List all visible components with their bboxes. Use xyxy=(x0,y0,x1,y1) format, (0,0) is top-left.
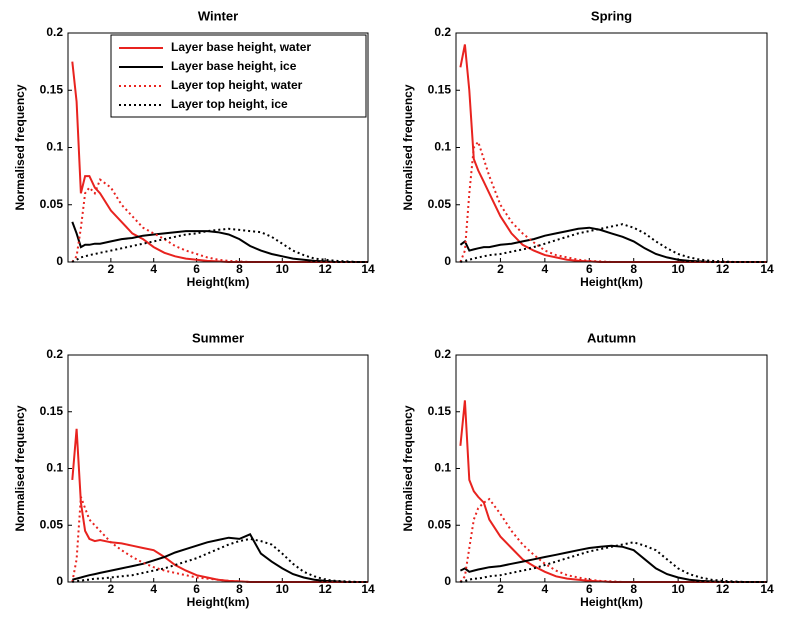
y-axis-label: Normalised frequency xyxy=(13,405,27,531)
series-line xyxy=(459,544,767,583)
x-tick-label: 4 xyxy=(150,262,157,276)
series-line xyxy=(72,537,368,583)
y-tick-label: 0.1 xyxy=(434,461,451,475)
axes-box xyxy=(455,354,768,583)
series-line xyxy=(460,223,767,263)
x-tick-label: 2 xyxy=(108,582,115,596)
x-tick-label: 14 xyxy=(361,582,375,596)
x-tick-label: 10 xyxy=(276,582,290,596)
x-tick-label: 4 xyxy=(150,582,157,596)
y-axis-label: Normalised frequency xyxy=(401,405,415,531)
series-line xyxy=(459,497,767,583)
x-tick-label: 12 xyxy=(716,582,730,596)
y-tick-label: 0.15 xyxy=(428,82,452,96)
subplot: Summer Height(km) Normalised frequency 2 4 6 8… xyxy=(13,330,375,609)
x-tick-label: 12 xyxy=(318,262,332,276)
y-tick-label: 0.2 xyxy=(46,347,63,361)
y-tick-label: 0 xyxy=(444,254,451,268)
legend-label: Layer top height, water xyxy=(171,78,303,92)
subplot-title: Winter xyxy=(198,8,238,23)
legend-label: Layer top height, ice xyxy=(171,97,288,111)
axes-box xyxy=(67,354,369,583)
x-tick-label: 2 xyxy=(497,262,504,276)
x-tick-label: 10 xyxy=(276,262,290,276)
axes-box xyxy=(455,32,768,263)
y-tick-label: 0.15 xyxy=(40,404,64,418)
axes-box xyxy=(67,32,369,263)
subplot: Spring Height(km) Normalised frequency 2 4 6 8… xyxy=(401,8,774,289)
x-tick-label: 10 xyxy=(671,262,685,276)
subplot-title: Spring xyxy=(591,8,632,23)
x-tick-label: 6 xyxy=(193,262,200,276)
subplot: Winter Height(km) Normalised frequency 2 4 6 8… xyxy=(13,8,375,289)
x-tick-label: 6 xyxy=(193,582,200,596)
subplot-title: Summer xyxy=(192,330,244,345)
series-line xyxy=(460,541,767,583)
x-tick-label: 14 xyxy=(760,262,774,276)
x-tick-label: 2 xyxy=(497,582,504,596)
x-tick-label: 12 xyxy=(716,262,730,276)
subplot-title: Autumn xyxy=(587,330,636,345)
subplot: Autumn Height(km) Normalised frequency 2 4 6 8… xyxy=(401,330,774,609)
y-tick-label: 0.1 xyxy=(434,140,451,154)
x-tick-label: 8 xyxy=(630,582,637,596)
x-axis-label: Height(km) xyxy=(580,275,643,289)
x-tick-label: 12 xyxy=(318,582,332,596)
x-tick-label: 8 xyxy=(630,262,637,276)
legend-label: Layer base height, water xyxy=(171,40,311,54)
series-line xyxy=(72,533,368,583)
y-tick-label: 0.05 xyxy=(428,197,452,211)
x-tick-label: 14 xyxy=(361,262,375,276)
x-tick-label: 14 xyxy=(760,582,774,596)
y-axis-label: Normalised frequency xyxy=(13,84,27,210)
y-axis-label: Normalised frequency xyxy=(401,84,415,210)
x-axis-label: Height(km) xyxy=(580,595,643,609)
y-tick-label: 0.05 xyxy=(40,197,64,211)
y-tick-label: 0.15 xyxy=(428,404,452,418)
x-tick-label: 2 xyxy=(108,262,115,276)
y-tick-label: 0 xyxy=(56,254,63,268)
legend-label: Layer base height, ice xyxy=(171,59,297,73)
y-tick-label: 0.05 xyxy=(40,517,64,531)
series-line xyxy=(71,428,368,583)
y-tick-label: 0 xyxy=(56,574,63,588)
y-tick-label: 0.2 xyxy=(46,25,63,39)
legend: Layer base height, water Layer base heigh… xyxy=(110,34,367,118)
x-tick-label: 4 xyxy=(542,582,549,596)
series-line xyxy=(459,44,767,263)
y-tick-label: 0.2 xyxy=(434,347,451,361)
x-tick-label: 8 xyxy=(236,262,243,276)
x-tick-label: 4 xyxy=(542,262,549,276)
y-tick-label: 0.1 xyxy=(46,140,63,154)
x-tick-label: 6 xyxy=(586,262,593,276)
series-line xyxy=(71,221,368,263)
x-axis-label: Height(km) xyxy=(187,595,250,609)
y-tick-label: 0.15 xyxy=(40,82,64,96)
series-line xyxy=(459,226,767,263)
y-tick-label: 0.1 xyxy=(46,461,63,475)
series-line xyxy=(71,178,368,263)
x-tick-label: 8 xyxy=(236,582,243,596)
series-line xyxy=(459,400,767,583)
x-axis-label: Height(km) xyxy=(187,275,250,289)
y-tick-label: 0.05 xyxy=(428,517,452,531)
y-tick-label: 0 xyxy=(444,574,451,588)
y-tick-label: 0.2 xyxy=(434,25,451,39)
x-tick-label: 10 xyxy=(671,582,685,596)
x-tick-label: 6 xyxy=(586,582,593,596)
series-line xyxy=(71,227,368,263)
